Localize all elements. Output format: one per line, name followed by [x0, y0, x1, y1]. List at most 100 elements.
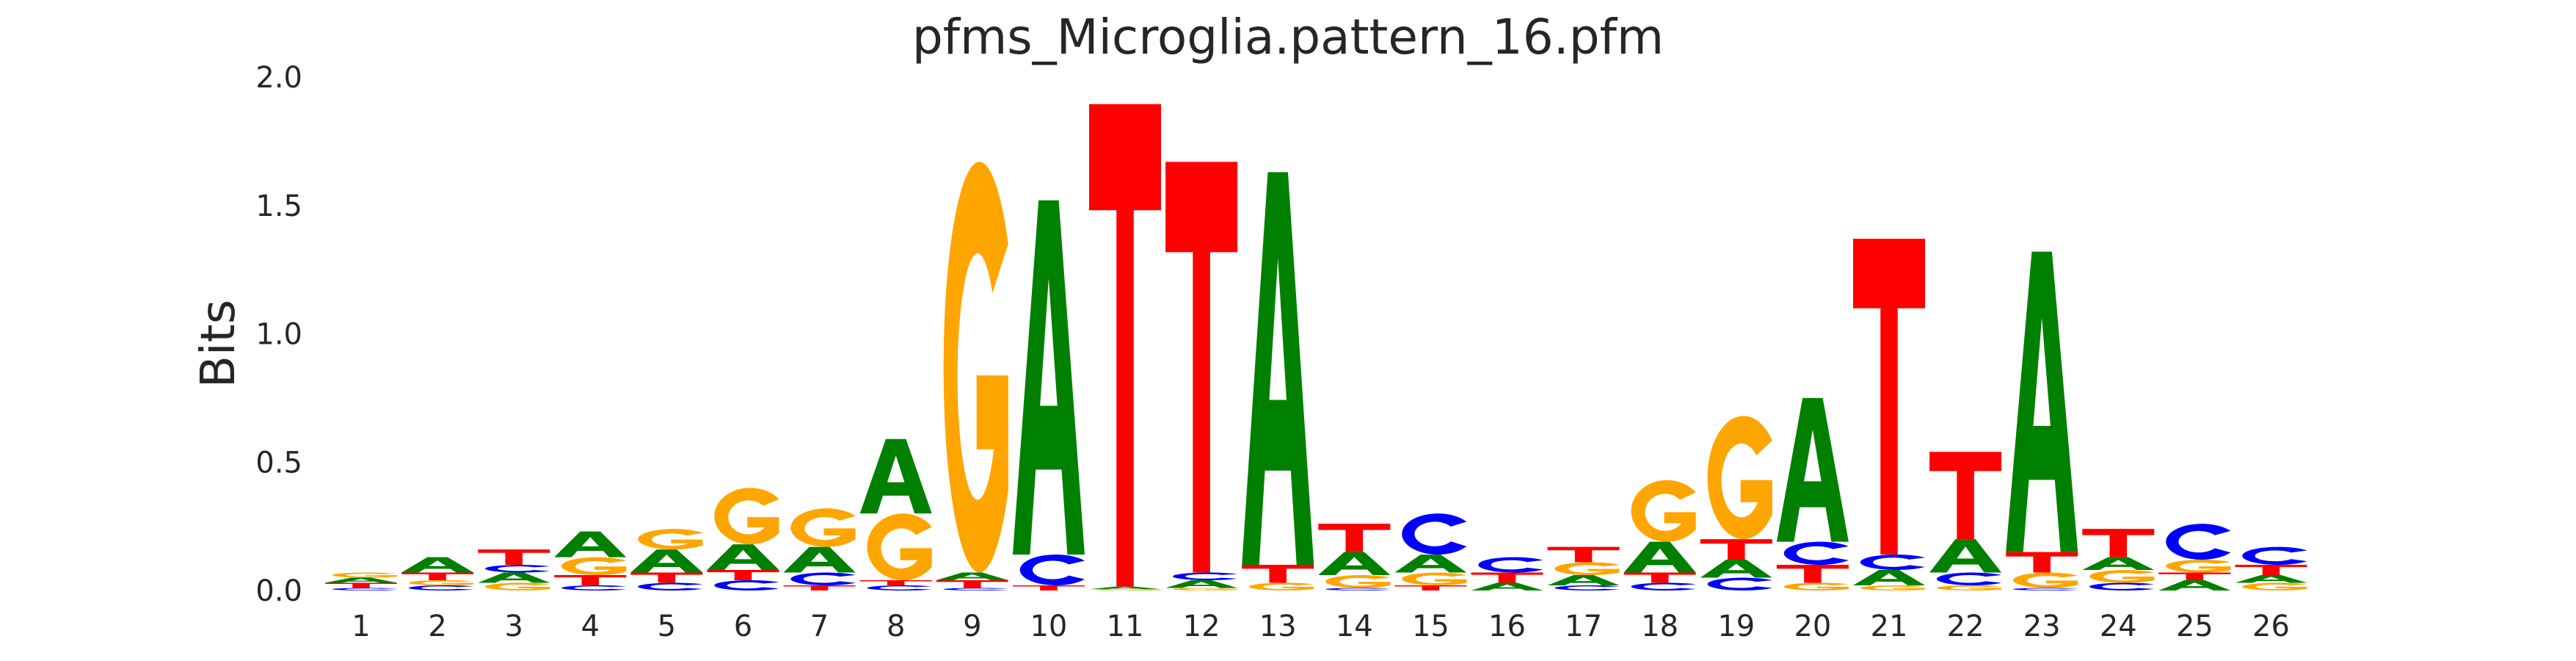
- logo-letter-g: [1631, 480, 1696, 542]
- logo-letter-t: [1547, 546, 1620, 563]
- logo-letter-t: [478, 549, 550, 566]
- logo-letter-c: [1860, 555, 1925, 571]
- x-tick-label: 2: [428, 610, 446, 643]
- logo-letter-c: [1631, 582, 1696, 590]
- logo-letter-a: [707, 544, 779, 571]
- logo-letter-c: [790, 572, 856, 586]
- logo-letter-a: [2158, 580, 2231, 590]
- logo-letter-t: [1776, 565, 1849, 583]
- logo-letter-t: [707, 570, 779, 581]
- x-tick-label: 10: [1030, 610, 1067, 643]
- logo-letter-c: [408, 585, 474, 590]
- logo-letter-a: [783, 546, 856, 573]
- logo-letter-g: [1860, 585, 1925, 590]
- logo-letter-a: [1776, 397, 1849, 542]
- x-tick-label: 26: [2252, 610, 2290, 643]
- logo-letter-t: [1700, 539, 1772, 560]
- logo-letter-a: [630, 549, 703, 573]
- x-tick-label: 22: [1947, 610, 1984, 643]
- logo-letter-g: [1325, 575, 1391, 588]
- logo-letter-c: [1402, 513, 1467, 555]
- y-tick-label: 1.5: [255, 189, 302, 223]
- logo-letter-t: [859, 580, 932, 586]
- logo-letter-c: [1783, 541, 1849, 566]
- x-tick-label: 25: [2176, 610, 2213, 643]
- logo-letter-a: [936, 572, 1008, 581]
- logo-letter-a: [1700, 560, 1772, 578]
- logo-letter-t: [1318, 524, 1391, 552]
- chart-title: pfms_Microglia.pattern_16.pfm: [912, 9, 1664, 65]
- logo-letter-g: [2013, 572, 2078, 588]
- logo-letter-g: [1936, 585, 2002, 590]
- logo-letter-c: [561, 585, 627, 590]
- logo-letter-a: [325, 577, 397, 583]
- logo-letter-a: [2082, 557, 2155, 571]
- logo-letter-g: [1172, 588, 1238, 590]
- logo-letter-g: [485, 582, 550, 590]
- logo-letter-c: [1936, 572, 2002, 586]
- x-tick-label: 6: [734, 610, 752, 643]
- logo-letter-c: [1325, 588, 1391, 590]
- y-tick-label: 0.5: [255, 446, 302, 480]
- logo-letter-a: [1929, 539, 2002, 573]
- logo-letter-t: [783, 585, 856, 590]
- x-tick-label: 15: [1412, 610, 1449, 643]
- x-tick-label: 16: [1488, 610, 1526, 643]
- x-tick-label: 19: [1717, 610, 1755, 643]
- logo-letter-g: [1783, 582, 1849, 590]
- logo-letter-t: [2158, 572, 2231, 581]
- logo-letter-t: [1853, 239, 1925, 555]
- x-tick-label: 8: [887, 610, 905, 643]
- x-tick-label: 23: [2023, 610, 2061, 643]
- logo-letter-c: [485, 565, 550, 573]
- x-tick-label: 14: [1336, 610, 1373, 643]
- y-tick-label: 0.0: [255, 574, 302, 608]
- logo-letter-c: [2242, 546, 2307, 566]
- logo-letter-g: [561, 557, 627, 576]
- x-tick-label: 13: [1259, 610, 1297, 643]
- logo-letter-a: [554, 531, 627, 557]
- logo-letter-a: [1012, 200, 1085, 555]
- logo-letter-a: [1623, 541, 1696, 573]
- logo-letter-g: [1554, 562, 1620, 576]
- logo-letter-g: [867, 513, 932, 581]
- x-tick-label: 3: [504, 610, 523, 643]
- logo-letter-g: [714, 488, 779, 545]
- logo-letter-a: [1853, 570, 1925, 586]
- logo-letter-c: [714, 580, 779, 590]
- logo-letter-c: [867, 585, 932, 590]
- logo-letter-c: [2089, 582, 2155, 590]
- x-tick-label: 24: [2100, 610, 2137, 643]
- logo-letter-a: [859, 438, 932, 514]
- logo-letter-c: [2013, 588, 2078, 590]
- logo-letter-c: [638, 582, 703, 590]
- logo-letter-a: [2235, 575, 2307, 583]
- logo-letter-a: [1471, 582, 1543, 590]
- logo-letter-t: [2082, 529, 2155, 557]
- logo-letter-g: [332, 572, 397, 578]
- x-tick-label: 1: [352, 610, 370, 643]
- logo-letter-t: [1929, 452, 2002, 540]
- x-tick-label: 21: [1871, 610, 1908, 643]
- logo-letter-c: [1707, 577, 1772, 590]
- x-tick-label: 7: [810, 610, 829, 643]
- logo-letter-t: [1394, 585, 1467, 590]
- y-tick-label: 2.0: [255, 61, 302, 95]
- logo-letter-a: [1242, 172, 1314, 566]
- logo-letter-g: [1707, 416, 1772, 540]
- logo-letter-g: [2089, 570, 2155, 583]
- logo-letter-a: [401, 557, 474, 573]
- logo-letter-a: [1089, 586, 1161, 590]
- logo-letter-a: [1318, 552, 1391, 576]
- logo-letter-c: [1172, 572, 1238, 581]
- logo-letter-c: [1019, 555, 1085, 586]
- logo-letter-c: [943, 588, 1008, 590]
- y-tick-label: 1.0: [255, 318, 302, 352]
- logo-letter-g: [1402, 572, 1467, 586]
- logo-letter-g: [790, 508, 856, 547]
- logo-letter-g: [408, 580, 474, 586]
- x-tick-label: 5: [658, 610, 676, 643]
- logo-letter-a: [1165, 580, 1238, 588]
- logo-letter-t: [1242, 565, 1314, 583]
